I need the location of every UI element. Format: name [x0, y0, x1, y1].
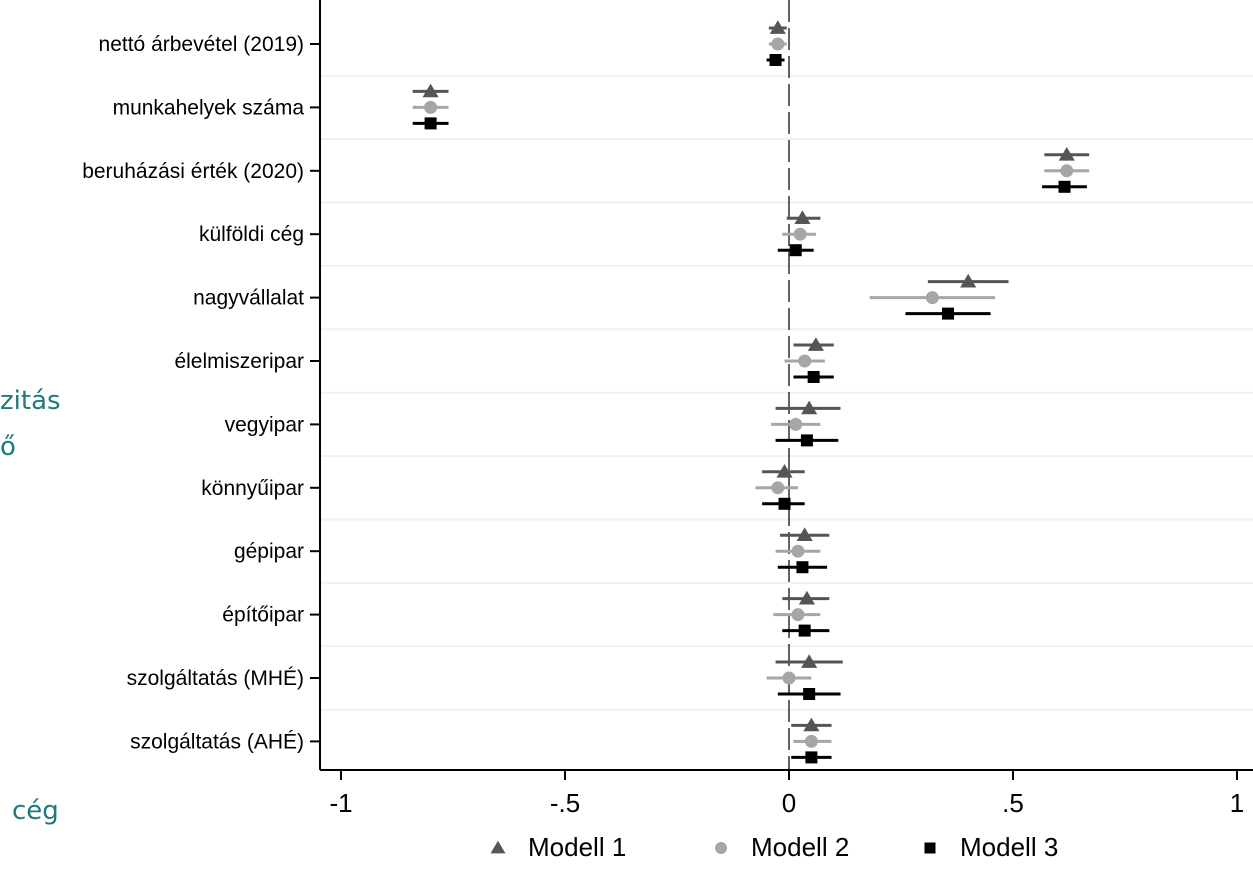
- point-estimate: [424, 100, 438, 114]
- point-estimate: [960, 273, 977, 288]
- point-estimate: [798, 590, 815, 605]
- point-estimate: [942, 307, 955, 320]
- series-2: [412, 37, 1090, 748]
- x-tick-label: -1: [329, 788, 352, 818]
- point-estimate: [805, 751, 818, 764]
- point-estimate: [798, 354, 812, 368]
- series-1: [412, 20, 1090, 732]
- point-estimate: [776, 464, 793, 478]
- point-estimate: [778, 497, 791, 510]
- point-estimate: [800, 434, 813, 447]
- background-text-fragment-2: ő: [0, 432, 16, 462]
- point-estimate: [793, 227, 807, 241]
- point-estimate: [807, 337, 824, 351]
- legend: Modell 1 Modell 2 Modell 3: [490, 832, 1058, 862]
- y-tick-label: élelmiszeripar: [174, 350, 304, 373]
- y-tick-label: szolgáltatás (AHÉ): [130, 730, 304, 753]
- x-tick-label: 0: [782, 788, 796, 818]
- axes: nettó árbevétel (2019) munkahelyek száma b…: [82, 0, 1253, 818]
- point-estimate: [796, 561, 809, 574]
- point-estimate: [771, 37, 785, 51]
- series-3: [412, 54, 1087, 764]
- point-estimate: [789, 244, 802, 257]
- legend-label: Modell 3: [960, 832, 1058, 862]
- point-estimate: [782, 671, 796, 685]
- point-estimate: [789, 417, 803, 431]
- y-tick-label: beruházási érték (2020): [82, 160, 304, 183]
- point-estimate: [771, 481, 785, 495]
- point-estimate: [804, 734, 818, 748]
- point-estimate: [1058, 147, 1075, 161]
- x-tick-label: -.5: [550, 788, 580, 818]
- legend-label: Modell 2: [751, 832, 849, 862]
- y-tick-label: építőipar: [222, 604, 304, 627]
- point-estimate: [1060, 164, 1074, 178]
- y-tick-label: vegyipar: [225, 413, 304, 436]
- point-estimate: [791, 544, 805, 558]
- legend-marker: [924, 842, 936, 854]
- point-estimate: [803, 688, 816, 700]
- point-estimate: [807, 371, 820, 383]
- point-estimate: [794, 210, 811, 225]
- point-estimate: [422, 83, 439, 98]
- series-group: [412, 20, 1090, 764]
- point-estimate: [803, 717, 820, 732]
- legend-label: Modell 1: [528, 832, 626, 862]
- y-tick-label: munkahelyek száma: [113, 96, 305, 119]
- y-tick-label: szolgáltatás (MHÉ): [127, 667, 304, 690]
- point-estimate: [798, 624, 811, 637]
- grid-lines: [320, 74, 1253, 711]
- x-tick-label: .5: [1002, 788, 1024, 818]
- point-estimate: [796, 527, 813, 542]
- y-tick-label: nagyvállalat: [193, 287, 304, 310]
- background-text-fragment-3: cég: [12, 796, 59, 826]
- point-estimate: [769, 54, 782, 66]
- point-estimate: [1058, 180, 1071, 193]
- legend-marker: [715, 842, 727, 854]
- point-estimate: [769, 20, 786, 34]
- y-tick-label: gépipar: [234, 540, 304, 563]
- point-estimate: [801, 654, 818, 668]
- y-tick-label: könnyűipar: [201, 477, 304, 500]
- point-estimate: [925, 291, 939, 305]
- y-tick-label: nettó árbevétel (2019): [99, 33, 304, 56]
- point-estimate: [801, 400, 818, 415]
- point-estimate: [791, 608, 805, 622]
- y-tick-label: külföldi cég: [199, 223, 304, 246]
- legend-marker: [490, 840, 506, 854]
- point-estimate: [424, 117, 437, 130]
- x-tick-label: 1: [1230, 788, 1244, 818]
- background-text-fragment-1: zitás: [0, 386, 61, 416]
